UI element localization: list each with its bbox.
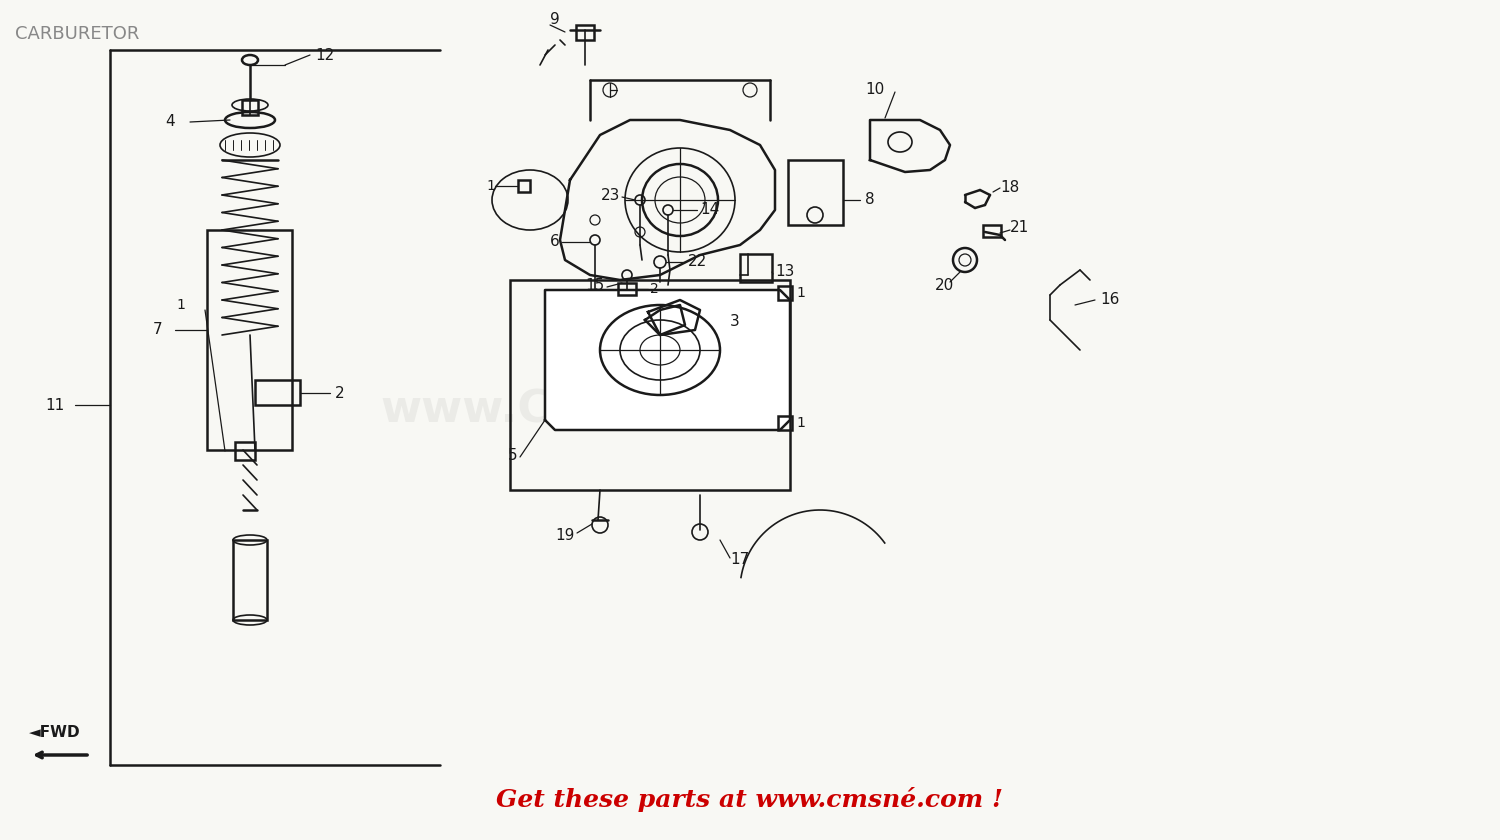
Bar bbox=[236, 442, 255, 460]
Text: 13: 13 bbox=[776, 265, 795, 280]
Polygon shape bbox=[648, 300, 700, 335]
Text: 4: 4 bbox=[165, 114, 176, 129]
Text: 6: 6 bbox=[550, 234, 560, 249]
Text: 1: 1 bbox=[486, 179, 495, 193]
Bar bbox=[778, 286, 792, 300]
Text: 18: 18 bbox=[1000, 181, 1018, 196]
Bar bbox=[778, 416, 792, 430]
Text: 22: 22 bbox=[688, 255, 706, 270]
Bar bbox=[740, 254, 772, 282]
Bar bbox=[618, 283, 636, 295]
Text: www.CMSn.com: www.CMSn.com bbox=[381, 388, 780, 432]
Text: 9: 9 bbox=[550, 13, 560, 28]
Bar bbox=[255, 380, 300, 405]
Bar bbox=[510, 280, 790, 490]
Text: 12: 12 bbox=[315, 48, 334, 62]
Text: 8: 8 bbox=[865, 192, 874, 207]
Text: 1: 1 bbox=[796, 416, 806, 430]
Bar bbox=[576, 25, 594, 40]
Text: 1: 1 bbox=[176, 298, 184, 312]
Text: 14: 14 bbox=[700, 202, 718, 218]
Polygon shape bbox=[645, 305, 686, 335]
Text: CARBURETOR: CARBURETOR bbox=[15, 25, 140, 43]
Text: 19: 19 bbox=[555, 528, 574, 543]
Text: 16: 16 bbox=[1100, 292, 1119, 307]
Text: 2: 2 bbox=[650, 282, 658, 296]
Text: 5: 5 bbox=[509, 448, 518, 463]
Text: 7: 7 bbox=[153, 323, 162, 338]
Polygon shape bbox=[544, 290, 790, 430]
Text: 11: 11 bbox=[46, 397, 64, 412]
Text: 3: 3 bbox=[730, 314, 740, 329]
Bar bbox=[518, 180, 530, 192]
Text: 21: 21 bbox=[1010, 220, 1029, 235]
Bar bbox=[982, 225, 1000, 237]
Text: 17: 17 bbox=[730, 553, 748, 568]
Text: 20: 20 bbox=[936, 277, 954, 292]
Text: 10: 10 bbox=[865, 82, 885, 97]
Text: 1: 1 bbox=[796, 286, 806, 300]
Bar bbox=[232, 540, 267, 620]
Bar bbox=[242, 100, 258, 115]
Text: ◄FWD: ◄FWD bbox=[28, 725, 81, 740]
Bar bbox=[788, 160, 843, 225]
Bar bbox=[207, 230, 292, 450]
Text: 2: 2 bbox=[334, 386, 345, 401]
Text: Get these parts at www.cmsné.com !: Get these parts at www.cmsné.com ! bbox=[496, 787, 1004, 812]
Text: 15: 15 bbox=[585, 277, 604, 292]
Text: 23: 23 bbox=[600, 187, 619, 202]
